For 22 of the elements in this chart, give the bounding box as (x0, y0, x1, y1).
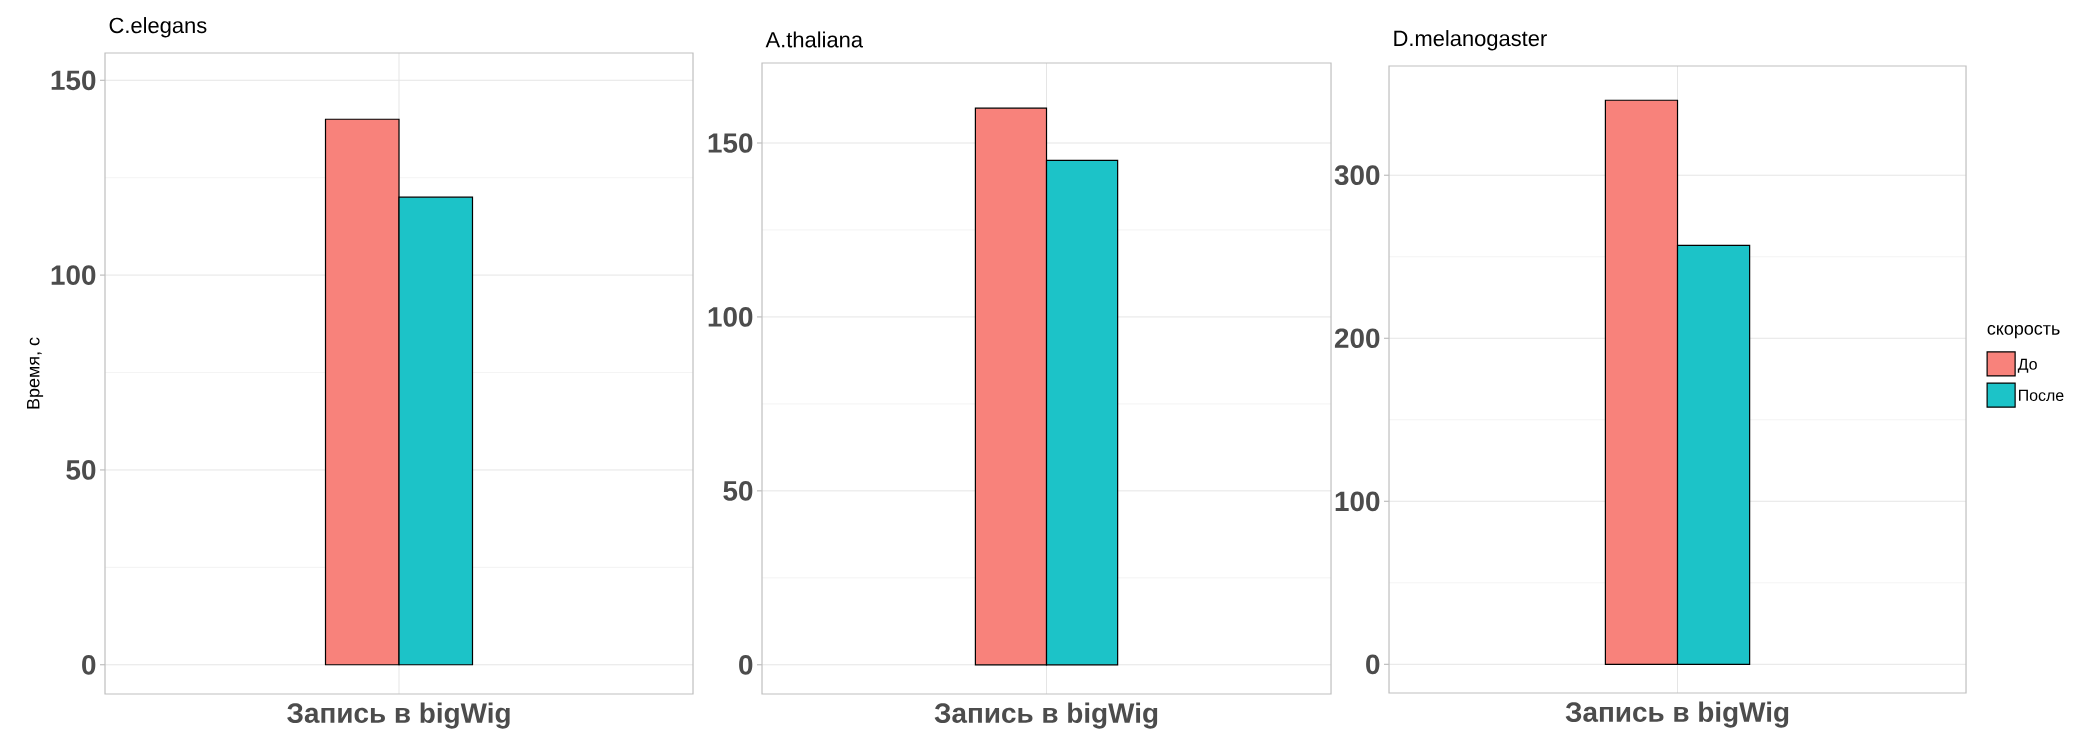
y-axis-title: Время, с (27, 337, 44, 409)
chart-title: C.elegans (109, 17, 207, 38)
chart-title: A.thaliana (765, 31, 863, 48)
y-tick-label: 0 (82, 654, 96, 675)
y-tick-label: 150 (708, 133, 753, 153)
y-tick-label: 200 (1334, 328, 1380, 349)
x-tick-label: Запись в bigWig (1565, 701, 1789, 728)
y-tick-label: 50 (66, 460, 96, 480)
y-tick-label: 50 (723, 480, 753, 501)
x-tick-label: Запись в bigWig (287, 702, 510, 729)
y-tick-label: 100 (1335, 491, 1380, 512)
chart-title: D.melanogaster (1394, 30, 1547, 51)
legend-label: После (2019, 389, 2064, 401)
y-tick-label: 100 (708, 307, 753, 327)
legend-title: скорость (1987, 324, 2060, 339)
x-tick-label: Запись в bigWig (934, 702, 1158, 729)
y-tick-label: 150 (51, 70, 96, 91)
y-tick-label: 300 (1334, 165, 1380, 186)
y-tick-label: 100 (51, 265, 96, 285)
legend-label: До (2017, 358, 2037, 373)
y-tick-label: 0 (739, 654, 753, 675)
y-tick-label: 0 (1366, 654, 1380, 675)
